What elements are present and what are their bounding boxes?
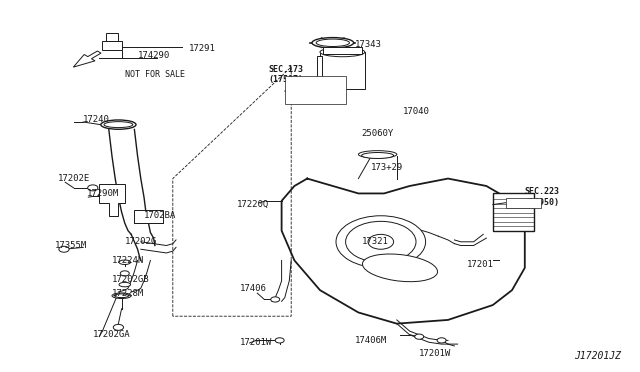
- FancyArrow shape: [74, 51, 101, 67]
- Text: 17321: 17321: [362, 237, 388, 246]
- Ellipse shape: [115, 294, 129, 298]
- Bar: [317, 56, 322, 86]
- Bar: [320, 52, 365, 89]
- Bar: [134, 210, 163, 223]
- Ellipse shape: [316, 39, 349, 46]
- Text: 174290: 174290: [138, 51, 170, 60]
- Text: SEC.173
(17507): SEC.173 (17507): [269, 65, 304, 84]
- Text: 17202GA: 17202GA: [93, 330, 131, 339]
- Ellipse shape: [362, 153, 394, 158]
- Ellipse shape: [119, 260, 131, 264]
- Circle shape: [88, 185, 98, 191]
- Circle shape: [346, 221, 416, 262]
- Bar: [506, 198, 541, 208]
- Circle shape: [415, 334, 424, 339]
- Circle shape: [271, 297, 280, 302]
- Text: 17343: 17343: [355, 40, 382, 49]
- Text: NOT FOR SALE: NOT FOR SALE: [125, 70, 185, 79]
- Ellipse shape: [312, 38, 354, 48]
- Circle shape: [275, 338, 284, 343]
- Circle shape: [336, 216, 426, 268]
- Bar: [323, 46, 362, 54]
- Ellipse shape: [320, 48, 365, 57]
- Text: 1702BA: 1702BA: [144, 211, 176, 220]
- Text: 17220Q: 17220Q: [237, 200, 269, 209]
- Text: 17290M: 17290M: [86, 189, 118, 198]
- Text: 17406M: 17406M: [355, 336, 387, 345]
- Ellipse shape: [112, 293, 131, 299]
- Text: 25060Y: 25060Y: [362, 129, 394, 138]
- Ellipse shape: [104, 122, 133, 128]
- Text: 17201: 17201: [467, 260, 494, 269]
- Ellipse shape: [362, 254, 438, 282]
- Text: 17291: 17291: [189, 44, 216, 53]
- Ellipse shape: [358, 151, 397, 158]
- Ellipse shape: [119, 282, 131, 287]
- Circle shape: [120, 271, 129, 276]
- Text: 17240: 17240: [83, 115, 110, 124]
- Bar: [493, 193, 534, 231]
- Circle shape: [437, 338, 446, 343]
- Text: 17202G: 17202G: [125, 237, 157, 246]
- Circle shape: [59, 246, 69, 252]
- Bar: [106, 33, 118, 41]
- Bar: [102, 41, 122, 50]
- Text: 17202E: 17202E: [58, 174, 90, 183]
- Text: 17040: 17040: [403, 107, 430, 116]
- Text: 173+29: 173+29: [371, 163, 403, 172]
- Polygon shape: [99, 184, 125, 216]
- Text: 17202GB: 17202GB: [112, 275, 150, 283]
- Text: 17406: 17406: [240, 284, 267, 293]
- Text: J17201JZ: J17201JZ: [574, 351, 621, 361]
- Circle shape: [368, 234, 394, 249]
- Text: 17228M: 17228M: [112, 289, 144, 298]
- Text: 17201W: 17201W: [240, 338, 272, 347]
- Ellipse shape: [101, 120, 136, 129]
- Circle shape: [113, 324, 124, 330]
- Text: 17355M: 17355M: [54, 241, 86, 250]
- Text: 17201W: 17201W: [419, 349, 451, 358]
- Bar: [285, 76, 346, 104]
- Text: SEC.223
(14950): SEC.223 (14950): [525, 187, 560, 207]
- Text: 17224N: 17224N: [112, 256, 144, 265]
